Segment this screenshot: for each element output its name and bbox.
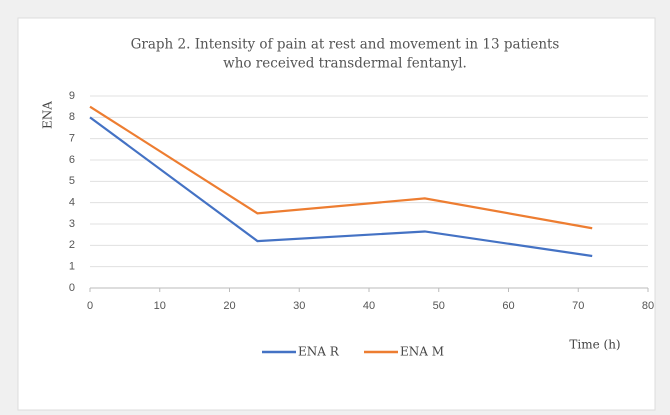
x-tick-label: 30 [293, 300, 305, 312]
legend-label: ENA M [400, 345, 444, 359]
y-tick-label: 8 [69, 111, 75, 123]
y-tick-label: 6 [69, 154, 75, 166]
x-tick-label: 50 [433, 300, 445, 312]
x-tick-label: 70 [572, 300, 584, 312]
y-tick-label: 9 [69, 90, 75, 102]
legend-label: ENA R [298, 345, 340, 359]
x-tick-label: 80 [642, 300, 654, 312]
chart-title: Graph 2. Intensity of pain at rest and m… [131, 37, 560, 53]
x-tick-label: 10 [154, 300, 166, 312]
y-tick-label: 1 [69, 261, 75, 273]
y-tick-label: 0 [69, 282, 75, 294]
series-line [89, 105, 593, 230]
series-line [89, 116, 593, 258]
y-tick-label: 5 [69, 175, 75, 187]
chart-subtitle: who received transdermal fentanyl. [223, 56, 467, 72]
chart-panel [17, 17, 656, 411]
y-tick-label: 2 [69, 239, 75, 251]
x-tick-label: 20 [223, 300, 235, 312]
x-axis-label: Time (h) [569, 338, 620, 352]
y-tick-label: 3 [69, 218, 75, 230]
y-tick-label: 4 [69, 197, 75, 209]
y-axis-label: ENA [41, 101, 55, 129]
x-tick-label: 60 [502, 300, 514, 312]
x-tick-label: 40 [363, 300, 375, 312]
y-tick-label: 7 [69, 133, 75, 145]
x-tick-label: 0 [87, 300, 93, 312]
